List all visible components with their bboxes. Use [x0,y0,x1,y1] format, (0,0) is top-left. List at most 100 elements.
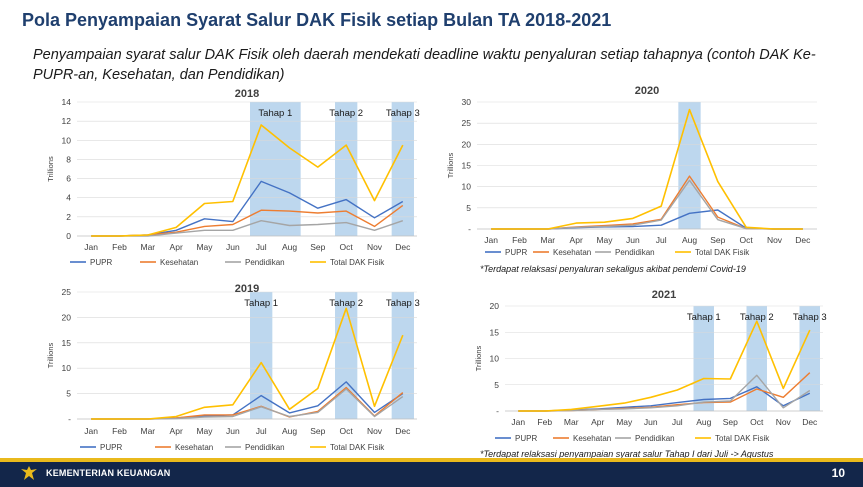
x-tick-label: Apr [570,235,583,245]
y-tick-label: 20 [462,139,472,149]
tahap-label: Tahap 2 [329,108,363,119]
x-tick-label: Sep [723,417,738,427]
y-tick-label: 2 [66,212,71,222]
x-tick-label: May [196,426,213,436]
x-tick-label: Jan [84,426,98,436]
y-axis-label: Trillions [46,342,55,368]
legend-label: Pendidikan [615,248,655,257]
x-tick-label: Apr [170,426,183,436]
y-tick-label: 4 [66,193,71,203]
y-tick-label: 5 [66,389,71,399]
y-axis-label: Trillions [474,345,483,371]
tahap-label: Tahap 1 [244,298,278,309]
x-tick-label: Jun [226,242,240,252]
legend-label: PUPR [90,258,112,267]
y-axis-label: Trillions [46,156,55,182]
chart-svg-2019: Tahap 1 Tahap 2 Tahap 3 - 5 10 15 20 25 Jan Feb Mar… [46,283,420,452]
legend-label: Total DAK Fisik [330,258,385,267]
chart-title: 2021 [652,289,676,301]
x-tick-label: Aug [682,235,697,245]
chart-svg-2020: - 5 10 15 20 25 30 Jan Feb Mar Apr May Jun Jul Aug Sep O… [446,85,817,257]
x-tick-label: Jun [644,417,658,427]
series-line-pendidikan [518,374,811,412]
x-tick-label: Nov [367,242,383,252]
x-tick-label: Oct [740,235,754,245]
x-tick-label: May [616,417,633,427]
legend-label: PUPR [100,443,122,452]
chart-title: 2018 [235,88,259,100]
y-tick-label: 5 [466,203,471,213]
legend-label: Pendidikan [635,434,675,443]
y-tick-label: 0 [66,231,71,241]
x-tick-label: Jan [511,417,525,427]
legend-label: Kesehatan [553,248,591,257]
y-tick-label: - [496,406,499,416]
legend-label: Pendidikan [245,258,285,267]
x-tick-label: Aug [282,242,297,252]
legend-label: Total DAK Fisik [695,248,750,257]
y-tick-label: - [468,224,471,234]
note-2020: *Terdapat relaksasi penyaluran sekaligus… [480,264,746,274]
y-axis-label: Trillions [446,152,455,178]
x-tick-label: Jul [256,426,267,436]
x-tick-label: Mar [564,417,579,427]
y-tick-label: 5 [494,380,499,390]
y-tick-label: 15 [490,327,500,337]
tahap-label: Tahap 3 [386,298,420,309]
x-tick-label: Nov [767,235,783,245]
x-tick-label: Feb [112,426,127,436]
tahap-highlight [250,102,301,236]
x-tick-label: Aug [282,426,297,436]
y-tick-label: 10 [462,182,472,192]
legend-label: Kesehatan [573,434,611,443]
y-tick-label: 6 [66,174,71,184]
y-tick-label: 10 [490,354,500,364]
y-tick-label: 25 [462,118,472,128]
tahap-label: Tahap 2 [740,312,774,323]
y-tick-label: 12 [62,116,72,126]
y-tick-label: 20 [490,301,500,311]
chart-2021: Tahap 1 Tahap 2 Tahap 3 - 5 10 15 20 Jan Feb Mar Ap… [455,286,827,456]
legend-label: Pendidikan [245,443,285,452]
note-2021: *Terdapat relaksasi penyampaian syarat s… [480,449,774,459]
x-tick-label: Apr [591,417,604,427]
x-tick-label: Dec [395,426,411,436]
x-tick-label: Feb [512,235,527,245]
chart-svg-2021: Tahap 1 Tahap 2 Tahap 3 - 5 10 15 20 Jan Feb Mar Ap… [474,289,827,443]
x-tick-label: Apr [170,242,183,252]
garuda-logo-icon [21,466,37,480]
x-tick-label: Dec [795,235,811,245]
y-tick-label: 15 [462,161,472,171]
footer-accent-strip [0,458,863,462]
tahap-highlight [391,102,414,236]
x-tick-label: Feb [112,242,127,252]
series-line-total-dak-fisik [491,108,803,230]
x-tick-label: May [196,242,213,252]
y-tick-label: 30 [462,97,472,107]
chart-2018: Tahap 1 Tahap 2 Tahap 3 0 2 4 6 8 10 12 14 Jan Feb Ma… [46,85,425,273]
series-line-total-dak-fisik [518,320,811,412]
x-tick-label: Jan [84,242,98,252]
tahap-highlight [391,292,414,419]
tahap-label: Tahap 3 [793,312,827,323]
footer-org-name: KEMENTERIAN KEUANGAN [46,468,171,478]
tahap-label: Tahap 2 [329,298,363,309]
x-tick-label: Feb [537,417,552,427]
slide-subtitle: Penyampaian syarat salur DAK Fisik oleh … [33,47,816,83]
y-tick-label: 15 [62,338,72,348]
footer-bar: KEMENTERIAN KEUANGAN 10 [0,458,863,487]
x-tick-label: Jul [656,235,667,245]
legend-label: PUPR [505,248,527,257]
x-tick-label: Jul [672,417,683,427]
x-tick-label: Sep [310,426,325,436]
tahap-label: Tahap 1 [258,108,292,119]
x-tick-label: Dec [802,417,818,427]
x-tick-label: Sep [310,242,325,252]
y-tick-label: 20 [62,312,72,322]
x-tick-label: Sep [710,235,725,245]
x-tick-label: Oct [340,426,354,436]
legend-label: Total DAK Fisik [715,434,770,443]
series-line-total-dak-fisik [91,307,404,420]
legend-label: Kesehatan [160,258,198,267]
x-tick-label: Dec [395,242,411,252]
